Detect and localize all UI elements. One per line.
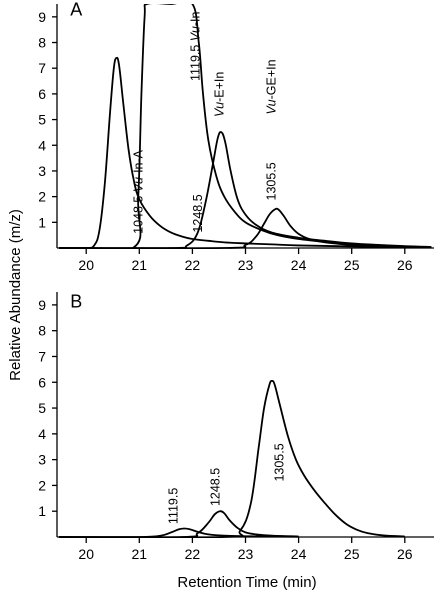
peak-label: 1048.5 Vu-In-A (132, 149, 146, 234)
x-tick-label: 23 (238, 546, 254, 562)
x-tick-label: 22 (185, 546, 201, 562)
x-tick-label: 26 (397, 546, 413, 562)
peak-label: 1248.5 (209, 468, 223, 506)
x-tick-label: 25 (344, 257, 360, 273)
y-tick-label: 9 (38, 9, 46, 25)
x-tick-label: 22 (185, 257, 201, 273)
y-tick-label: 6 (38, 86, 46, 102)
x-tick-label: 21 (132, 546, 148, 562)
x-tick-label: 20 (78, 546, 94, 562)
y-tick-label: 1 (38, 503, 46, 519)
series-line (58, 131, 432, 249)
x-tick-label: 24 (291, 257, 307, 273)
peak-label: Vu-GE+In (265, 59, 279, 114)
x-tick-label: 20 (78, 257, 94, 273)
y-tick-label: 9 (38, 297, 46, 313)
peak-label: 1119.5 (166, 488, 180, 524)
y-tick-label: 4 (38, 137, 46, 153)
y-tick-label: 4 (38, 426, 46, 442)
series-line (58, 56, 432, 249)
y-tick-label: 3 (38, 163, 46, 179)
y-tick-label: 6 (38, 374, 46, 390)
y-tick-label: 1 (38, 214, 46, 230)
series-line (58, 207, 432, 249)
peak-label: 1305.5 (265, 162, 279, 200)
y-tick-label: 8 (38, 323, 46, 339)
x-axis-title: Retention Time (min) (177, 574, 316, 591)
x-tick-label: 25 (344, 546, 360, 562)
series-line (58, 527, 299, 538)
y-tick-label: 2 (38, 189, 46, 205)
peak-label: Vu-E+In (212, 72, 226, 117)
y-axis-title: Relative Abundance (m/z) (7, 209, 24, 381)
y-tick-label: 3 (38, 452, 46, 468)
peak-label: 1248.5 (191, 194, 205, 232)
y-tick-label: 7 (38, 348, 46, 364)
y-tick-label: 5 (38, 112, 46, 128)
x-tick-label: 24 (291, 546, 307, 562)
y-tick-label: 2 (38, 477, 46, 493)
series-line (58, 510, 299, 538)
y-tick-label: 5 (38, 400, 46, 416)
panel-letter: A (70, 0, 82, 20)
panel-letter: B (70, 291, 82, 311)
peak-label: 1305.5 (272, 443, 286, 481)
x-tick-label: 23 (238, 257, 254, 273)
y-tick-label: 8 (38, 35, 46, 51)
x-tick-label: 21 (132, 257, 148, 273)
y-tick-label: 7 (38, 60, 46, 76)
peak-label: 1119.5 Vu-In (188, 11, 202, 81)
series-line (58, 379, 405, 538)
x-tick-label: 26 (397, 257, 413, 273)
